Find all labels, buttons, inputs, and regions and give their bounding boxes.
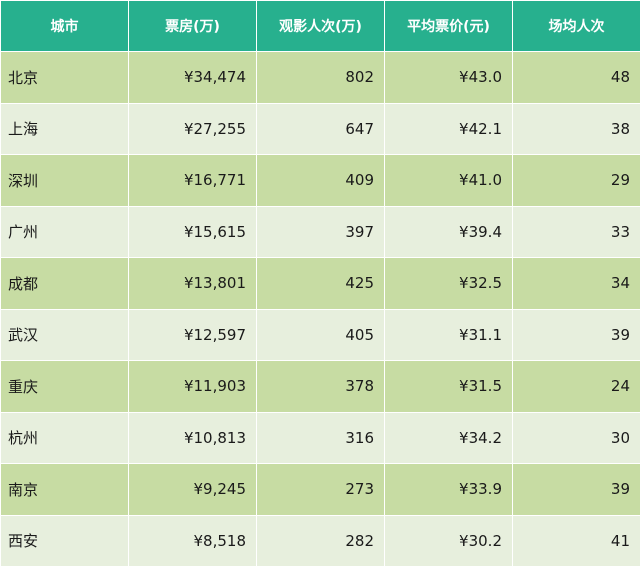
header-per-screening: 场均人次	[513, 1, 640, 52]
table-row: 南京 ¥9,245 273 ¥33.9 39	[1, 464, 640, 516]
table-row: 杭州 ¥10,813 316 ¥34.2 30	[1, 412, 640, 464]
cell-avg-price: ¥34.2	[385, 412, 513, 464]
header-box-office: 票房(万)	[129, 1, 257, 52]
table-row: 深圳 ¥16,771 409 ¥41.0 29	[1, 155, 640, 207]
cell-admissions: 316	[257, 412, 385, 464]
cell-avg-price: ¥43.0	[385, 52, 513, 104]
cell-per-screening: 48	[513, 52, 640, 104]
table-row: 北京 ¥34,474 802 ¥43.0 48	[1, 52, 640, 104]
cell-avg-price: ¥33.9	[385, 464, 513, 516]
cell-avg-price: ¥32.5	[385, 258, 513, 310]
cell-box-office: ¥27,255	[129, 103, 257, 155]
header-admissions: 观影人次(万)	[257, 1, 385, 52]
cell-city: 北京	[1, 52, 129, 104]
cell-box-office: ¥9,245	[129, 464, 257, 516]
cell-box-office: ¥13,801	[129, 258, 257, 310]
header-row: 城市 票房(万) 观影人次(万) 平均票价(元) 场均人次	[1, 1, 640, 52]
cell-box-office: ¥11,903	[129, 361, 257, 413]
cell-per-screening: 38	[513, 103, 640, 155]
cell-per-screening: 34	[513, 258, 640, 310]
cell-admissions: 397	[257, 206, 385, 258]
table-row: 重庆 ¥11,903 378 ¥31.5 24	[1, 361, 640, 413]
cell-box-office: ¥12,597	[129, 309, 257, 361]
cell-admissions: 647	[257, 103, 385, 155]
table-body: 北京 ¥34,474 802 ¥43.0 48 上海 ¥27,255 647 ¥…	[1, 52, 640, 567]
cell-city: 成都	[1, 258, 129, 310]
header-city: 城市	[1, 1, 129, 52]
cell-per-screening: 30	[513, 412, 640, 464]
cell-per-screening: 39	[513, 309, 640, 361]
cell-box-office: ¥8,518	[129, 515, 257, 567]
cell-city: 武汉	[1, 309, 129, 361]
header-avg-price: 平均票价(元)	[385, 1, 513, 52]
table-header: 城市 票房(万) 观影人次(万) 平均票价(元) 场均人次	[1, 1, 640, 52]
cell-per-screening: 39	[513, 464, 640, 516]
cell-per-screening: 41	[513, 515, 640, 567]
cell-box-office: ¥10,813	[129, 412, 257, 464]
cell-city: 杭州	[1, 412, 129, 464]
cell-admissions: 409	[257, 155, 385, 207]
cell-admissions: 425	[257, 258, 385, 310]
cell-box-office: ¥34,474	[129, 52, 257, 104]
table-row: 广州 ¥15,615 397 ¥39.4 33	[1, 206, 640, 258]
cell-avg-price: ¥31.1	[385, 309, 513, 361]
cell-city: 深圳	[1, 155, 129, 207]
table-row: 成都 ¥13,801 425 ¥32.5 34	[1, 258, 640, 310]
cell-city: 西安	[1, 515, 129, 567]
cell-box-office: ¥15,615	[129, 206, 257, 258]
cell-city: 南京	[1, 464, 129, 516]
table-row: 上海 ¥27,255 647 ¥42.1 38	[1, 103, 640, 155]
cell-admissions: 282	[257, 515, 385, 567]
cell-avg-price: ¥39.4	[385, 206, 513, 258]
cell-admissions: 405	[257, 309, 385, 361]
cell-admissions: 802	[257, 52, 385, 104]
cell-box-office: ¥16,771	[129, 155, 257, 207]
cell-admissions: 378	[257, 361, 385, 413]
cell-avg-price: ¥42.1	[385, 103, 513, 155]
table-row: 西安 ¥8,518 282 ¥30.2 41	[1, 515, 640, 567]
cell-avg-price: ¥31.5	[385, 361, 513, 413]
cell-per-screening: 29	[513, 155, 640, 207]
cell-avg-price: ¥30.2	[385, 515, 513, 567]
cell-city: 上海	[1, 103, 129, 155]
cell-admissions: 273	[257, 464, 385, 516]
cell-city: 重庆	[1, 361, 129, 413]
table-row: 武汉 ¥12,597 405 ¥31.1 39	[1, 309, 640, 361]
cell-per-screening: 33	[513, 206, 640, 258]
cell-city: 广州	[1, 206, 129, 258]
cell-avg-price: ¥41.0	[385, 155, 513, 207]
cell-per-screening: 24	[513, 361, 640, 413]
